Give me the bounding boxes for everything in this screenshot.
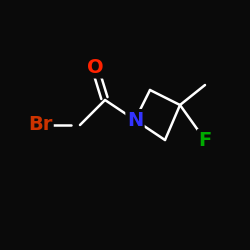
- Text: O: O: [87, 58, 103, 77]
- Text: N: N: [127, 110, 143, 130]
- Text: Br: Br: [28, 116, 52, 134]
- Text: F: F: [198, 130, 211, 150]
